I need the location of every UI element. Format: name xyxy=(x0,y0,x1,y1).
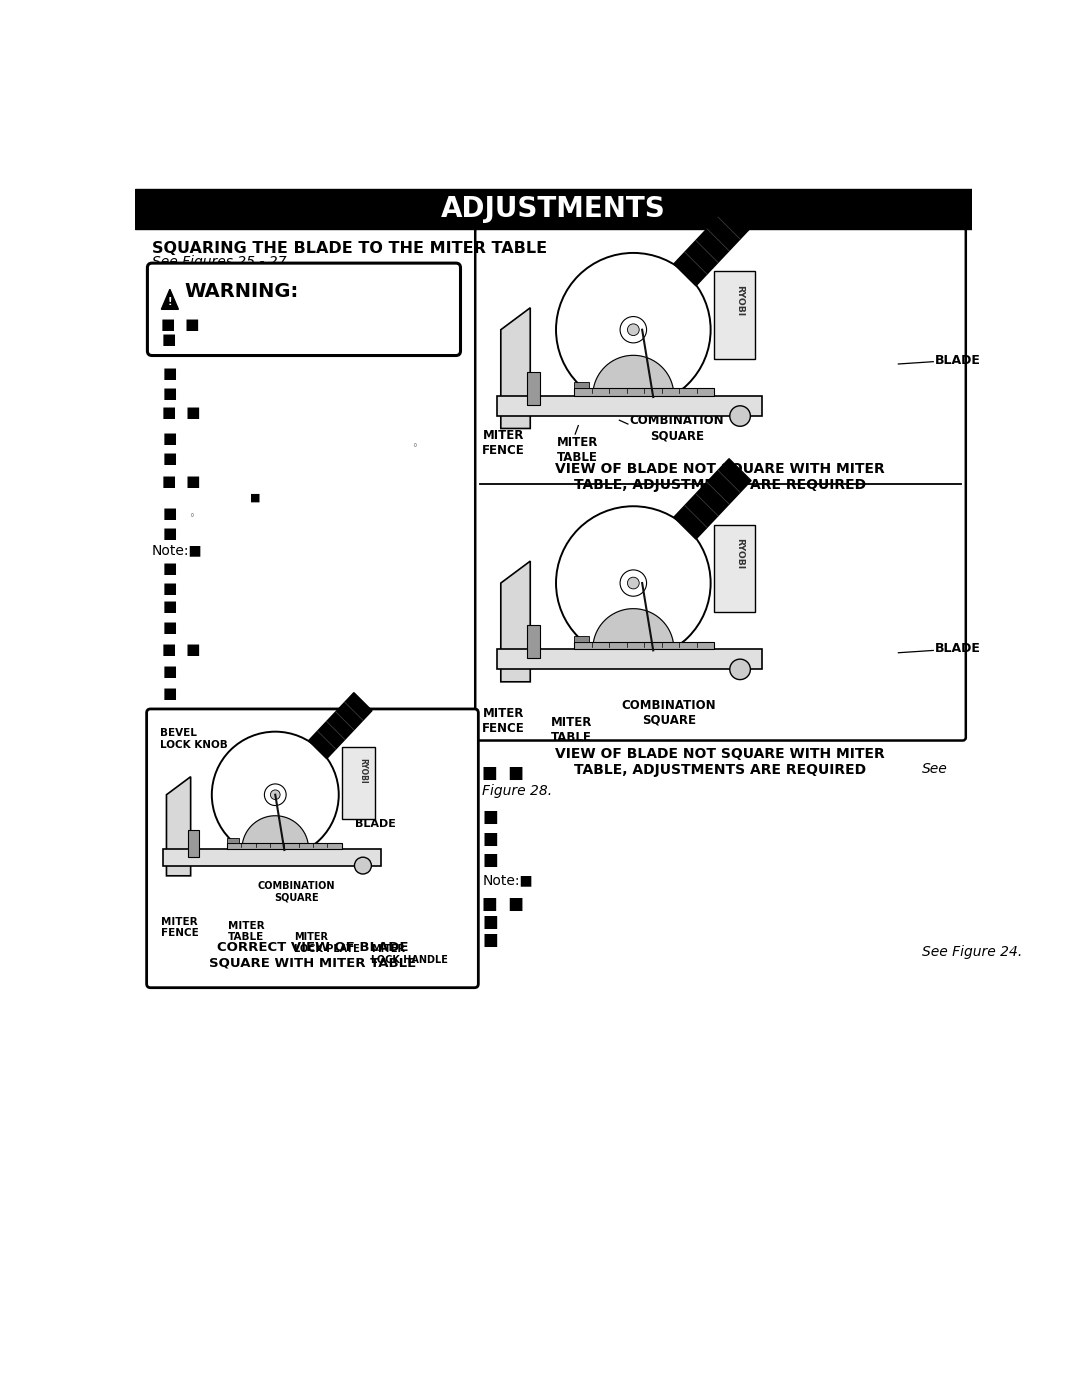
Text: MITER
LOCK HANDLE: MITER LOCK HANDLE xyxy=(372,944,448,965)
FancyBboxPatch shape xyxy=(147,263,460,355)
FancyBboxPatch shape xyxy=(475,228,966,740)
Circle shape xyxy=(627,577,639,590)
Text: COMBINATION
SQUARE: COMBINATION SQUARE xyxy=(257,880,335,902)
Bar xyxy=(527,372,540,405)
Circle shape xyxy=(354,858,372,875)
Bar xyxy=(341,746,375,819)
Text: ■  ■: ■ ■ xyxy=(162,474,201,489)
Text: ■: ■ xyxy=(482,851,498,869)
Text: SQUARING THE BLADE TO THE MITER TABLE: SQUARING THE BLADE TO THE MITER TABLE xyxy=(152,240,548,256)
Polygon shape xyxy=(501,562,530,682)
Text: VIEW OF BLADE NOT SQUARE WITH MITER
TABLE, ADJUSTMENTS ARE REQUIRED: VIEW OF BLADE NOT SQUARE WITH MITER TABL… xyxy=(555,746,885,777)
Polygon shape xyxy=(593,609,674,648)
Text: MITER
LOCK PLATE: MITER LOCK PLATE xyxy=(294,932,360,954)
Text: !: ! xyxy=(167,296,172,306)
Text: Figure 28.: Figure 28. xyxy=(482,784,552,798)
Polygon shape xyxy=(309,693,372,759)
Text: ■: ■ xyxy=(162,507,176,521)
Text: ■: ■ xyxy=(161,332,176,348)
Text: °: ° xyxy=(413,443,417,453)
Text: BLADE: BLADE xyxy=(935,643,981,655)
Bar xyxy=(714,271,755,359)
Text: BLADE: BLADE xyxy=(935,353,981,366)
Text: ■  ■: ■ ■ xyxy=(161,317,200,332)
Text: See Figure 24.: See Figure 24. xyxy=(921,946,1022,960)
Text: ■: ■ xyxy=(162,581,176,597)
Text: RYOBI: RYOBI xyxy=(359,757,367,784)
Bar xyxy=(188,830,199,856)
Bar xyxy=(497,395,762,416)
Bar xyxy=(227,842,341,849)
Text: WARNING:: WARNING: xyxy=(185,282,299,300)
Text: MITER
FENCE: MITER FENCE xyxy=(161,916,199,939)
Text: MITER
TABLE: MITER TABLE xyxy=(551,715,592,743)
Text: ADJUSTMENTS: ADJUSTMENTS xyxy=(441,196,666,224)
Text: VIEW OF BLADE NOT SQUARE WITH MITER
TABLE, ADJUSTMENTS ARE REQUIRED: VIEW OF BLADE NOT SQUARE WITH MITER TABL… xyxy=(555,462,885,492)
Text: MITER
TABLE: MITER TABLE xyxy=(228,921,265,943)
Polygon shape xyxy=(674,205,751,286)
Text: ■: ■ xyxy=(162,562,176,576)
Bar xyxy=(575,383,590,388)
Text: ■: ■ xyxy=(162,599,176,613)
Polygon shape xyxy=(674,458,751,539)
Text: ■  ■: ■ ■ xyxy=(482,764,524,782)
Text: MITER
FENCE: MITER FENCE xyxy=(482,429,525,457)
Bar xyxy=(575,388,714,395)
Circle shape xyxy=(730,659,751,679)
Polygon shape xyxy=(242,816,309,849)
Text: ■: ■ xyxy=(162,665,176,679)
FancyBboxPatch shape xyxy=(147,708,478,988)
Text: °: ° xyxy=(189,513,194,522)
Text: Note:■: Note:■ xyxy=(482,873,532,887)
Text: COMBINATION
SQUARE: COMBINATION SQUARE xyxy=(630,414,724,441)
Text: ■: ■ xyxy=(162,686,176,701)
Bar xyxy=(135,189,972,229)
Bar xyxy=(714,524,755,612)
Text: ■: ■ xyxy=(162,432,176,446)
Text: ■: ■ xyxy=(162,525,176,541)
Bar xyxy=(527,626,540,658)
Polygon shape xyxy=(166,777,191,876)
Text: BEVEL
LOCK KNOB: BEVEL LOCK KNOB xyxy=(160,728,228,750)
Bar xyxy=(575,636,590,641)
Text: Note:■: Note:■ xyxy=(152,543,203,557)
Polygon shape xyxy=(161,289,178,309)
Text: RYOBI: RYOBI xyxy=(735,285,744,316)
Text: RYOBI: RYOBI xyxy=(735,538,744,570)
Text: MITER
TABLE: MITER TABLE xyxy=(556,436,598,464)
Text: See Figures 25 - 27.: See Figures 25 - 27. xyxy=(152,254,291,268)
Text: ■: ■ xyxy=(162,451,176,467)
Polygon shape xyxy=(593,355,674,395)
Text: BLADE: BLADE xyxy=(355,820,396,830)
Text: MITER
FENCE: MITER FENCE xyxy=(482,707,525,735)
Text: ■: ■ xyxy=(162,620,176,634)
Bar xyxy=(227,838,239,842)
Circle shape xyxy=(270,789,280,799)
Text: CORRECT VIEW OF BLADE
SQUARE WITH MITER TABLE: CORRECT VIEW OF BLADE SQUARE WITH MITER … xyxy=(208,942,416,970)
Text: ■: ■ xyxy=(482,932,498,950)
Text: ■: ■ xyxy=(482,830,498,848)
Bar xyxy=(497,648,762,669)
Bar xyxy=(575,641,714,648)
Text: See: See xyxy=(921,763,947,777)
Text: ■  ■: ■ ■ xyxy=(162,643,201,657)
Text: ■: ■ xyxy=(482,809,498,826)
Text: COMBINATION
SQUARE: COMBINATION SQUARE xyxy=(622,698,716,726)
Circle shape xyxy=(730,405,751,426)
Text: ■: ■ xyxy=(162,366,176,381)
Text: ■: ■ xyxy=(162,386,176,401)
Polygon shape xyxy=(501,307,530,429)
Bar xyxy=(163,849,381,866)
Circle shape xyxy=(627,324,639,335)
Text: ■  ■: ■ ■ xyxy=(162,405,201,420)
Text: ■: ■ xyxy=(249,493,260,503)
Text: ■  ■: ■ ■ xyxy=(482,894,524,912)
Text: ■: ■ xyxy=(482,914,498,930)
